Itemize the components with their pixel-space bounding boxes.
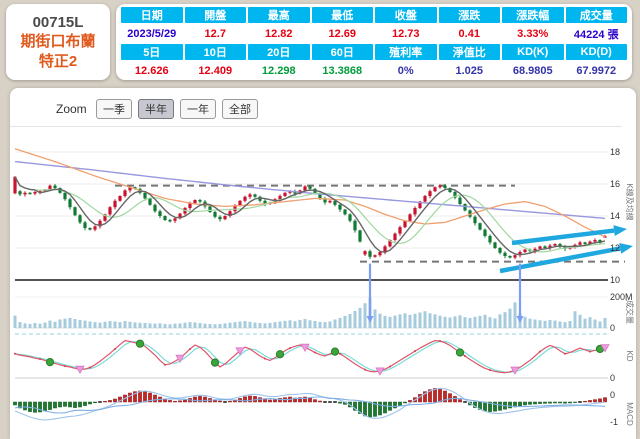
svg-text:KD: KD [625, 350, 634, 361]
zoom-range-button-1[interactable]: 半年 [138, 99, 175, 119]
svg-text:14: 14 [610, 211, 620, 221]
quote-value-cell: 12.626 [134, 64, 169, 77]
zoom-range-button-3[interactable]: 全部 [222, 99, 259, 119]
quote-header-cell: 最低 [311, 7, 373, 23]
kd-pink-triangle-marker [75, 365, 85, 375]
kd-green-circle-marker [210, 358, 220, 367]
kd-pink-triangle-marker [300, 343, 310, 353]
kd-pink-triangle-marker [235, 347, 245, 356]
trend-arrow [619, 242, 633, 254]
quote-value-cell: 12.298 [261, 64, 296, 77]
quote-header-cell: 漲跌幅 [502, 7, 564, 23]
quote-header-cell: 漲跌 [438, 7, 500, 23]
svg-text:12: 12 [610, 243, 620, 253]
stock-title-card: 00715L 期街口布蘭 特正2 [6, 4, 110, 80]
quote-value-cell: 44224 張 [573, 28, 619, 41]
kd-green-circle-marker [330, 347, 340, 356]
quote-header-cell: KD(K) [502, 44, 564, 60]
quote-value-cell: 12.7 [204, 27, 226, 40]
kd-pink-triangle-marker [510, 366, 520, 375]
svg-text:16: 16 [610, 179, 620, 189]
svg-text:0: 0 [610, 373, 615, 383]
stock-name-line2: 特正2 [38, 52, 78, 70]
kd-pink-triangle-marker [600, 344, 610, 353]
trend-arrow [613, 225, 627, 237]
kd-green-circle-marker [455, 348, 465, 357]
quote-value-cell: 12.409 [198, 64, 233, 77]
quote-card: 日期 開盤 最高 最低 收盤 漲跌 漲跌幅 成交量 2023/5/29 12.7 12.82 12.6… [116, 4, 632, 80]
quote-value-cell: 3.33% [517, 27, 549, 40]
quote-header-cell: 成交量 [565, 7, 627, 23]
quote-header-cell: 5日 [121, 44, 183, 60]
zoom-range-button-2[interactable]: 一年 [180, 99, 217, 119]
quote-header-cell: 收盤 [375, 7, 437, 23]
quote-value-cell: 0.41 [458, 27, 480, 40]
quote-table: 日期 開盤 最高 最低 收盤 漲跌 漲跌幅 成交量 2023/5/29 12.7 12.82 12.6… [119, 6, 629, 81]
quote-header-cell: KD(D) [565, 44, 627, 60]
volume-pointer-arrow [516, 316, 524, 323]
kd-pink-triangle-marker [375, 367, 385, 376]
svg-text:200M: 200M [610, 292, 633, 302]
svg-text:成交量: 成交量 [625, 300, 635, 324]
zoom-toolbar: Zoom 一季 半年 一年 全部 [10, 88, 622, 127]
svg-text:0: 0 [610, 323, 615, 333]
quote-value-cell: 12.73 [391, 27, 420, 40]
svg-text:10: 10 [610, 275, 620, 285]
quote-value-cell: 67.9972 [576, 64, 617, 77]
kd-green-circle-marker [45, 358, 55, 367]
chart-area: 18 16 14 12 10 200M 0 0 0 -1 K線及均線成交量 KD MACD [10, 130, 636, 439]
stock-code: 00715L [32, 13, 84, 31]
svg-text:18: 18 [610, 147, 620, 157]
quote-value-cell: 0% [397, 64, 414, 77]
quote-header-cell: 20日 [248, 44, 310, 60]
chart-panel: Zoom 一季 半年 一年 全部 18 16 14 12 10 200M 0 0 0 -1 K線及均線成交… [10, 88, 636, 439]
zoom-label: Zoom [56, 102, 87, 116]
quote-value-cell: 2023/5/29 [127, 27, 177, 40]
svg-text:MACD: MACD [625, 402, 634, 426]
quote-header-cell: 淨值比 [438, 44, 500, 60]
stock-name-line1: 期街口布蘭 [20, 33, 96, 51]
kd-pink-triangle-marker [175, 354, 185, 364]
kd-green-circle-marker [275, 350, 285, 359]
kd-green-circle-marker [135, 339, 145, 348]
quote-header-cell: 60日 [311, 44, 373, 60]
zoom-range-button-0[interactable]: 一季 [96, 99, 133, 119]
quote-header-cell: 10日 [184, 44, 246, 60]
svg-text:K線及均線: K線及均線 [625, 183, 635, 220]
quote-value-cell: 12.82 [264, 27, 293, 40]
quote-header-cell: 殖利率 [375, 44, 437, 60]
quote-header-cell: 開盤 [184, 7, 246, 23]
quote-header-cell: 日期 [121, 7, 183, 23]
quote-value-cell: 12.69 [328, 27, 357, 40]
svg-text:0: 0 [610, 390, 615, 400]
volume-pointer-arrow [366, 316, 374, 323]
quote-value-cell: 1.025 [455, 64, 484, 77]
quote-header-cell: 最高 [248, 7, 310, 23]
quote-value-cell: 13.3868 [322, 64, 363, 77]
svg-text:-1: -1 [610, 417, 618, 427]
quote-value-cell: 68.9805 [512, 64, 553, 77]
